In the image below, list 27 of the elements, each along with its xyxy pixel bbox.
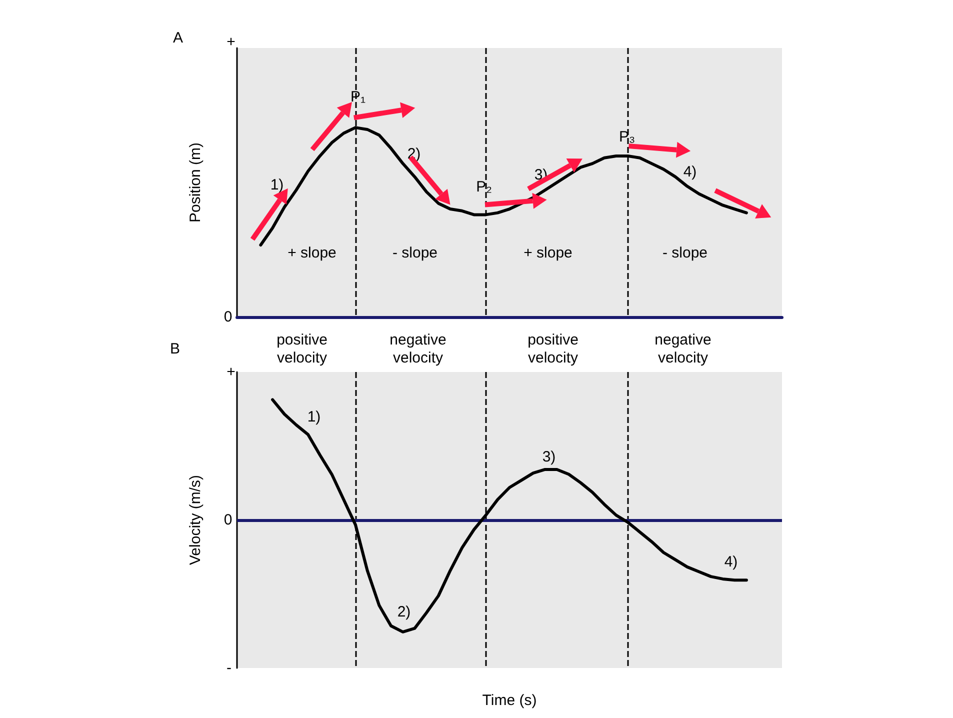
annotation: 3)	[542, 448, 556, 466]
annotation: P₃	[618, 128, 636, 146]
annotation: + slope	[524, 244, 572, 262]
annotation: 1)	[307, 408, 321, 426]
text: -	[226, 660, 232, 676]
annotation: + slope	[288, 244, 336, 262]
annotation: 4)	[683, 164, 697, 180]
text: 0	[224, 308, 232, 326]
text: 0	[224, 512, 232, 528]
text: B	[170, 340, 180, 358]
text: negative velocity	[390, 332, 446, 366]
annotation: 4)	[724, 554, 738, 570]
annotation: 1)	[270, 176, 284, 194]
text: +	[226, 34, 236, 50]
text: negative velocity	[654, 332, 712, 366]
annotation: 2)	[397, 604, 411, 620]
text: A	[172, 30, 184, 46]
y-axis-title: Position (m)	[187, 142, 204, 223]
text: positive velocity	[528, 332, 578, 366]
annotation: P₂	[476, 178, 492, 196]
x-axis-title: Time (s)	[482, 692, 537, 709]
y-axis-title: Velocity (m/s)	[187, 474, 204, 566]
text: P₁	[350, 88, 366, 106]
text: positive velocity	[276, 332, 328, 366]
annotation: - slope	[392, 244, 438, 262]
annotation: - slope	[662, 244, 708, 262]
text: +	[226, 364, 236, 380]
